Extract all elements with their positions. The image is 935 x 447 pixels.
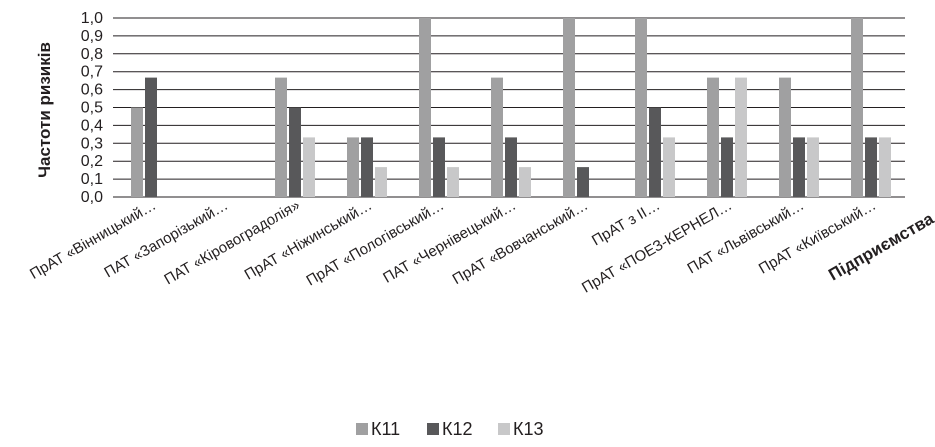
y-tick-labels: 0,00,10,20,30,40,50,60,70,80,91,0	[81, 10, 103, 206]
y-tick-label: 0,1	[81, 171, 103, 188]
bar	[635, 18, 647, 197]
bar	[289, 107, 301, 197]
y-tick-label: 1,0	[81, 10, 103, 27]
bar	[563, 18, 575, 197]
y-tick-label: 0,4	[81, 117, 103, 134]
bar	[419, 18, 431, 197]
bar	[505, 137, 517, 197]
bar	[577, 167, 589, 197]
x-tick-label: ПрАТ «Вовчанський…	[450, 197, 591, 288]
legend-swatch	[356, 423, 368, 435]
bar	[707, 77, 719, 197]
x-tick-label: ПАТ «Запорізький…	[101, 197, 231, 282]
bar	[145, 77, 157, 197]
legend-label: К12	[442, 419, 473, 439]
x-tick-label: ПрАТ «Пологівський…	[303, 197, 447, 290]
legend: К11 К12 К13	[356, 419, 544, 439]
bar	[131, 107, 143, 197]
legend-label: К13	[513, 419, 544, 439]
bar	[851, 18, 863, 197]
bar	[519, 167, 531, 197]
bar	[793, 137, 805, 197]
grid-lines	[113, 17, 905, 198]
x-tick-label: ПрАТ «Ніжинський…	[242, 197, 375, 284]
bar	[375, 167, 387, 197]
y-tick-label: 0,0	[81, 189, 103, 206]
bar	[879, 137, 891, 197]
y-tick-label: 0,5	[81, 100, 103, 117]
legend-label: К11	[371, 419, 400, 439]
bars	[131, 18, 891, 197]
y-tick-label: 0,6	[81, 82, 103, 99]
y-axis-title: Частоти ризиків	[35, 42, 54, 178]
bar	[735, 77, 747, 197]
y-tick-label: 0,2	[81, 153, 103, 170]
y-tick-label: 0,7	[81, 64, 103, 81]
bar	[275, 77, 287, 197]
x-tick-labels: ПрАТ «Вінницький…ПАТ «Запорізький…ПАТ «К…	[27, 197, 879, 297]
legend-swatch	[498, 423, 510, 435]
x-tick-label: ПАТ «Кіровоградолія»	[161, 197, 303, 289]
x-tick-label: ПАТ «Львівський…	[684, 197, 807, 278]
bar	[347, 137, 359, 197]
bar	[649, 107, 661, 197]
bar	[361, 137, 373, 197]
bar	[433, 137, 445, 197]
legend-swatch	[427, 423, 439, 435]
bar	[721, 137, 733, 197]
y-tick-label: 0,3	[81, 135, 103, 152]
bar	[491, 77, 503, 197]
bar	[447, 167, 459, 197]
bar	[865, 137, 877, 197]
bar	[663, 137, 675, 197]
y-tick-label: 0,8	[81, 46, 103, 63]
bar	[303, 137, 315, 197]
x-tick-label: ПрАТ «Вінницький…	[27, 197, 159, 283]
bar	[779, 77, 791, 197]
bar	[807, 137, 819, 197]
y-tick-label: 0,9	[81, 28, 103, 45]
